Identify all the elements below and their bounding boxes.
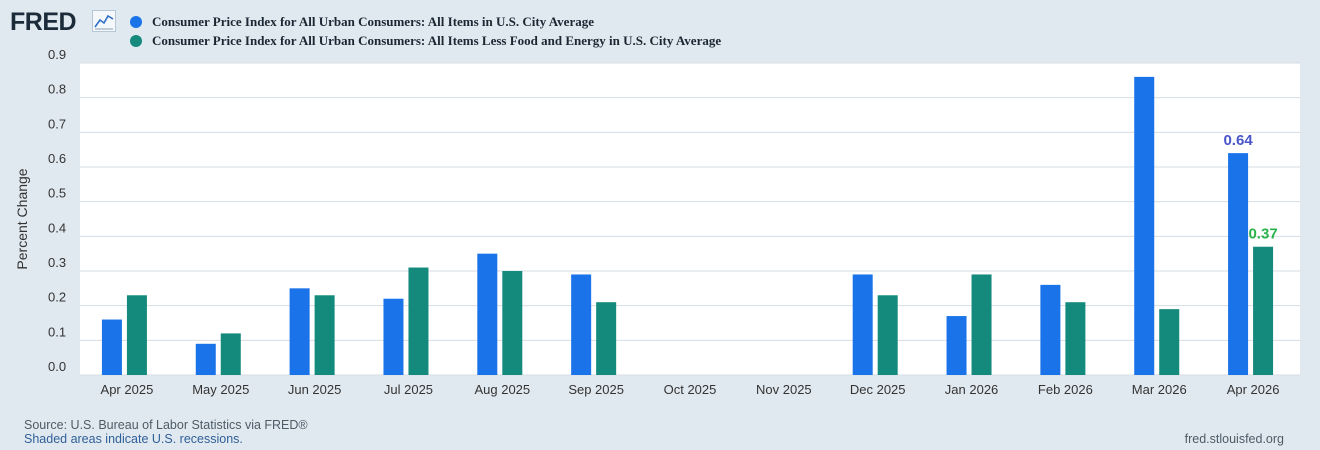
bar-series-1[interactable] bbox=[946, 316, 967, 375]
legend-item-cpi-core[interactable]: Consumer Price Index for All Urban Consu… bbox=[130, 31, 721, 50]
x-tick-label: Aug 2025 bbox=[474, 382, 530, 397]
bar-series-2[interactable] bbox=[1065, 302, 1086, 375]
x-tick-label: May 2025 bbox=[192, 382, 249, 397]
x-tick-label: Mar 2026 bbox=[1132, 382, 1187, 397]
footer-notes: Source: U.S. Bureau of Labor Statistics … bbox=[24, 418, 308, 446]
fred-logo[interactable]: FRED bbox=[10, 8, 77, 36]
source-note: Source: U.S. Bureau of Labor Statistics … bbox=[24, 418, 308, 432]
data-label: 0.64 bbox=[1223, 132, 1253, 149]
y-tick-label: 0.7 bbox=[48, 116, 66, 131]
bar-series-1[interactable] bbox=[195, 343, 216, 375]
bar-series-2[interactable] bbox=[1253, 246, 1274, 375]
y-tick-label: 0.0 bbox=[48, 359, 66, 374]
bar-series-2[interactable] bbox=[502, 271, 523, 375]
bar-series-1[interactable] bbox=[101, 319, 122, 375]
bar-series-1[interactable] bbox=[477, 253, 498, 375]
y-tick-label: 0.3 bbox=[48, 255, 66, 270]
y-tick-label: 0.2 bbox=[48, 290, 66, 305]
legend-item-cpi-all-items[interactable]: Consumer Price Index for All Urban Consu… bbox=[130, 12, 721, 31]
y-axis-label: Percent Change bbox=[14, 168, 30, 269]
x-tick-label: Sep 2025 bbox=[568, 382, 624, 397]
x-tick-label: Apr 2026 bbox=[1227, 382, 1280, 397]
bar-series-1[interactable] bbox=[289, 288, 310, 375]
y-tick-label: 0.4 bbox=[48, 220, 66, 235]
bar-chart: 0.0 0.1 0.2 0.3 0.4 0.5 0.6 0.7 0.8 0.9 Apr 2025 Ma… bbox=[14, 47, 1300, 397]
x-tick-label: Dec 2025 bbox=[850, 382, 906, 397]
legend-color-dot bbox=[130, 15, 142, 28]
chart-legend: Consumer Price Index for All Urban Consu… bbox=[130, 12, 721, 50]
x-tick-label: Jan 2026 bbox=[945, 382, 999, 397]
y-tick-label: 0.5 bbox=[48, 186, 66, 201]
legend-label: Consumer Price Index for All Urban Consu… bbox=[152, 32, 722, 48]
legend-label: Consumer Price Index for All Urban Consu… bbox=[152, 13, 594, 29]
line-chart-icon bbox=[92, 10, 116, 32]
x-tick-label: Feb 2026 bbox=[1038, 382, 1093, 397]
bar-series-2[interactable] bbox=[314, 295, 335, 375]
x-tick-label: Jun 2025 bbox=[288, 382, 342, 397]
bar-series-1[interactable] bbox=[1134, 76, 1155, 375]
y-tick-label: 0.8 bbox=[48, 82, 66, 97]
bar-series-2[interactable] bbox=[596, 302, 617, 375]
bar-series-2[interactable] bbox=[126, 295, 147, 375]
legend-color-dot bbox=[130, 34, 142, 47]
recession-note[interactable]: Shaded areas indicate U.S. recessions. bbox=[24, 432, 243, 446]
site-url[interactable]: fred.stlouisfed.org bbox=[1184, 432, 1284, 446]
bar-series-1[interactable] bbox=[571, 274, 592, 375]
bar-series-1[interactable] bbox=[1040, 284, 1061, 375]
data-label: 0.37 bbox=[1248, 226, 1277, 243]
x-tick-label: Oct 2025 bbox=[664, 382, 717, 397]
y-tick-label: 0.6 bbox=[48, 151, 66, 166]
y-tick-label: 0.1 bbox=[48, 324, 66, 339]
bar-series-2[interactable] bbox=[877, 295, 898, 375]
chart-header: FRED Consumer Price Index for All Urban … bbox=[0, 0, 1320, 52]
plot-area bbox=[80, 63, 1300, 375]
bar-series-2[interactable] bbox=[971, 274, 992, 375]
x-tick-label: Jul 2025 bbox=[384, 382, 433, 397]
bar-series-2[interactable] bbox=[1159, 309, 1180, 375]
bar-series-1[interactable] bbox=[383, 298, 404, 375]
bar-series-1[interactable] bbox=[1228, 153, 1249, 375]
bar-series-1[interactable] bbox=[852, 274, 873, 375]
x-tick-label: Nov 2025 bbox=[756, 382, 812, 397]
y-tick-label: 0.9 bbox=[48, 47, 66, 62]
bar-series-2[interactable] bbox=[220, 333, 241, 375]
x-tick-label: Apr 2025 bbox=[101, 382, 154, 397]
bar-series-2[interactable] bbox=[408, 267, 429, 375]
